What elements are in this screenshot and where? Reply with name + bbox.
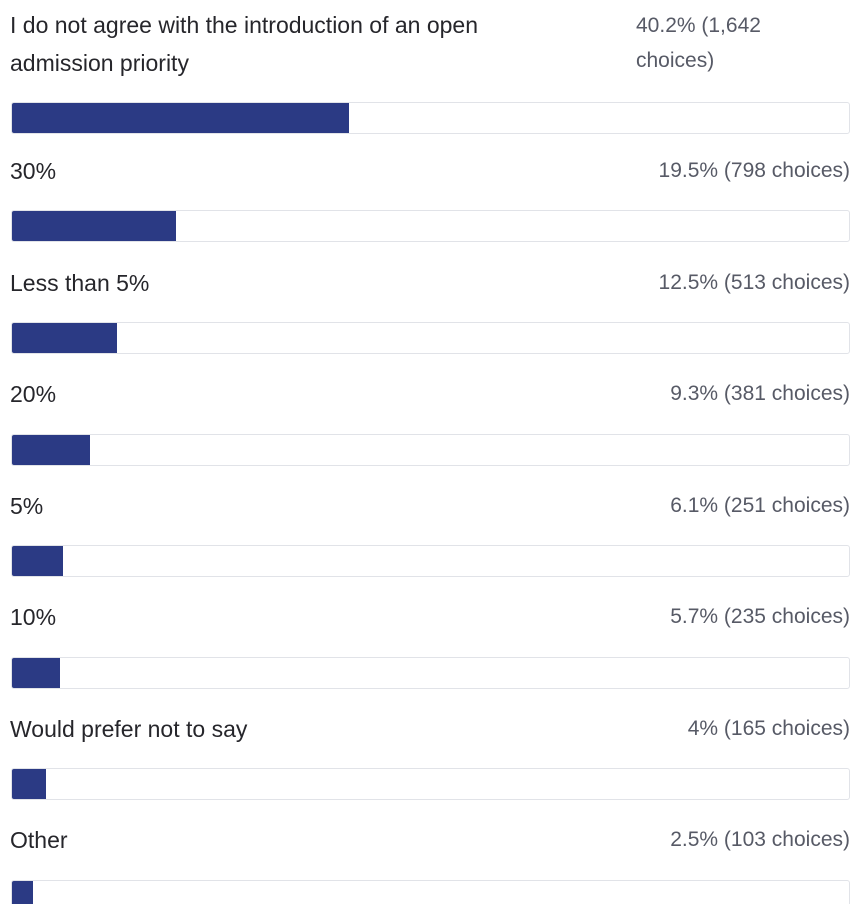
option-label: 30% — [10, 158, 57, 184]
bar-fill — [12, 435, 90, 465]
bar-track — [11, 434, 850, 466]
option-percentage: 40.2% (1,642 choices) — [636, 14, 761, 72]
bar-fill — [12, 546, 63, 576]
option-label: Less than 5% — [10, 270, 150, 296]
option-percentage: 2.5% (103 choices) — [670, 828, 850, 851]
option-percentage: 12.5% (513 choices) — [658, 271, 850, 294]
option-percentage: 6.1% (251 choices) — [670, 494, 850, 517]
option-label: I do not agree with the introduction of … — [10, 12, 478, 76]
bar-track — [11, 768, 850, 800]
bar-fill — [12, 103, 349, 133]
bar-track — [11, 545, 850, 577]
option-percentage: 4% (165 choices) — [687, 717, 850, 740]
option-label: Other — [10, 827, 68, 853]
bar-fill — [12, 881, 33, 904]
option-percentage: 5.7% (235 choices) — [670, 605, 850, 628]
bar-fill — [12, 769, 46, 799]
option-label: 20% — [10, 381, 57, 407]
option-label: Would prefer not to say — [10, 716, 248, 742]
option-percentage: 19.5% (798 choices) — [658, 159, 850, 182]
option-percentage: 9.3% (381 choices) — [670, 382, 850, 405]
bar-fill — [12, 323, 117, 353]
option-label: 10% — [10, 604, 57, 630]
bar-track — [11, 880, 850, 904]
bar-track — [11, 210, 850, 242]
bar-fill — [12, 211, 176, 241]
bar-track — [11, 657, 850, 689]
bar-track — [11, 102, 850, 134]
bar-track — [11, 322, 850, 354]
bar-fill — [12, 658, 60, 688]
option-label: 5% — [10, 493, 44, 519]
